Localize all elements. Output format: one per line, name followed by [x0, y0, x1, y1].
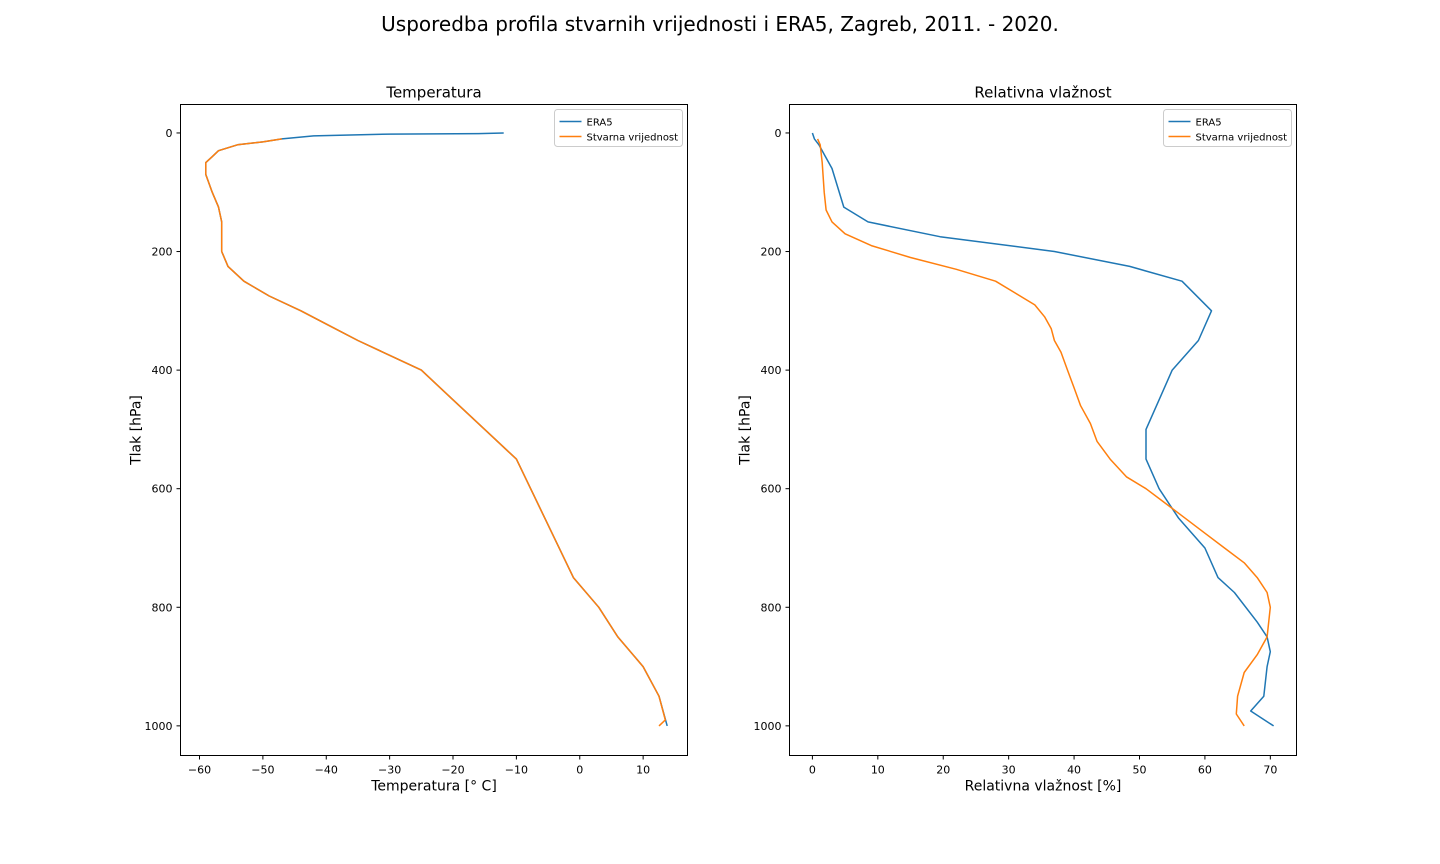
figure-title: Usporedba profila stvarnih vrijednosti i…: [381, 12, 1059, 36]
legend: ERA5 Stvarna vrijednost: [554, 109, 683, 147]
x-tick-label: 40: [1067, 764, 1081, 777]
legend-label: ERA5: [1196, 118, 1222, 129]
y-tick-label: 0: [775, 127, 782, 140]
y-axis-label: Tlak [hPa]: [129, 395, 145, 466]
chart-title: Temperatura: [385, 84, 481, 102]
y-tick-label: 200: [761, 246, 782, 259]
y-tick-label: 400: [761, 364, 782, 377]
x-tick-label: 60: [1198, 764, 1212, 777]
x-tick-label: −60: [188, 764, 211, 777]
legend-box: [554, 109, 683, 147]
x-tick-label: −10: [505, 764, 528, 777]
y-tick-label: 800: [152, 601, 173, 614]
y-tick-label: 1000: [145, 720, 173, 733]
x-tick-label: 0: [576, 764, 583, 777]
chart-1: −60 −50 −40 −30 −20 −10 0 1002004006008001000Te…: [129, 84, 688, 795]
x-tick-label: 50: [1132, 764, 1146, 777]
x-tick-label: −20: [441, 764, 464, 777]
chart-title: Relativna vlažnost: [974, 84, 1111, 102]
y-tick-label: 0: [166, 127, 173, 140]
x-tick-label: 70: [1263, 764, 1277, 777]
series-line-stvarna: [816, 138, 1272, 727]
x-tick-label: 10: [636, 764, 650, 777]
axes-frame: [789, 104, 1297, 756]
legend-label: ERA5: [587, 118, 613, 129]
x-tick-label: −40: [315, 764, 338, 777]
y-axis-label: Tlak [hPa]: [738, 395, 754, 466]
y-tick-label: 800: [761, 601, 782, 614]
x-tick-label: −50: [251, 764, 274, 777]
x-axis-label: Temperatura [° C]: [370, 779, 497, 795]
chart-2: 0 10 20 30 40 50 60 70 0 200 400 600 800 1000 Relativn…: [738, 84, 1297, 795]
x-tick-label: 0: [809, 764, 816, 777]
y-tick-label: 600: [152, 483, 173, 496]
x-tick-label: −30: [378, 764, 401, 777]
y-tick-label: 600: [761, 483, 782, 496]
series-line-stvarna: [205, 138, 667, 727]
x-tick-label: 20: [936, 764, 950, 777]
x-tick-label: 10: [871, 764, 885, 777]
x-tick-label: 30: [1002, 764, 1016, 777]
y-tick-label: 200: [152, 246, 173, 259]
y-tick-label: 1000: [754, 720, 782, 733]
series-line-era5: [811, 132, 1275, 727]
x-axis-label: Relativna vlažnost [%]: [965, 779, 1122, 795]
legend: ERA5 Stvarna vrijednost: [1163, 109, 1292, 147]
series-line-era5: [205, 132, 668, 727]
legend-label: Stvarna vrijednost: [587, 133, 679, 144]
axes-frame: [180, 104, 688, 756]
legend-label: Stvarna vrijednost: [1196, 133, 1288, 144]
legend-box: [1163, 109, 1292, 147]
y-tick-label: 400: [152, 364, 173, 377]
